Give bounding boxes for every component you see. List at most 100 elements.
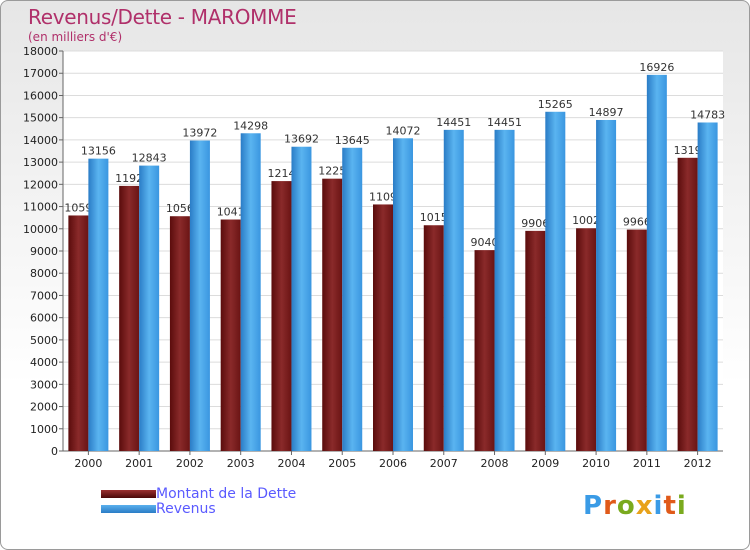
logo-letter: i <box>653 491 664 521</box>
bar-revenus <box>88 158 109 451</box>
bar-revenus <box>342 147 363 451</box>
y-tick-label: 5000 <box>30 334 58 347</box>
data-label-dette: 1056 <box>166 202 194 215</box>
bar-revenus <box>494 129 515 451</box>
logo-letter: t <box>663 491 677 521</box>
x-tick-label: 2012 <box>684 457 712 470</box>
logo-letter: i <box>676 491 687 521</box>
chart-title: Revenus/Dette - MAROMME <box>28 5 297 29</box>
bar-revenus <box>139 165 160 451</box>
bar-dette <box>220 219 241 451</box>
bar-dette <box>423 225 444 451</box>
bar-dette <box>169 216 190 451</box>
data-label-dette: 9906 <box>521 217 549 230</box>
y-tick-label: 11000 <box>23 201 58 214</box>
x-tick-label: 2000 <box>74 457 102 470</box>
data-label-dette: 1041 <box>217 206 245 219</box>
y-tick-label: 12000 <box>23 178 58 191</box>
bar-dette <box>626 229 647 451</box>
bar-revenus <box>189 140 210 451</box>
y-tick-label: 2000 <box>30 401 58 414</box>
legend-swatch-revenus <box>101 505 156 513</box>
bar-dette <box>373 204 393 451</box>
data-label-dette: 1319 <box>674 144 702 157</box>
y-tick-label: 6000 <box>30 312 58 325</box>
y-tick-label: 10000 <box>23 223 58 236</box>
y-tick-label: 9000 <box>30 245 58 258</box>
bar-revenus <box>291 146 312 451</box>
x-tick-label: 2011 <box>633 457 661 470</box>
bar-revenus <box>240 133 261 451</box>
bar-revenus <box>646 74 667 451</box>
y-tick-label: 13000 <box>23 156 58 169</box>
x-tick-label: 2004 <box>277 457 305 470</box>
data-label-revenus: 13972 <box>182 127 217 140</box>
data-label-revenus: 15265 <box>538 98 573 111</box>
data-label-revenus: 14451 <box>436 116 471 129</box>
bar-dette <box>119 185 140 451</box>
data-label-revenus: 14298 <box>233 119 268 132</box>
chart-subtitle: (en milliers d'€) <box>28 30 123 44</box>
data-label-revenus: 16926 <box>639 61 674 74</box>
data-label-dette: 1214 <box>267 167 295 180</box>
data-label-revenus: 12843 <box>132 152 167 165</box>
legend-label-revenus: Revenus <box>156 501 216 517</box>
x-tick-label: 2008 <box>481 457 509 470</box>
data-label-dette: 1225 <box>318 165 346 178</box>
bar-revenus <box>393 138 413 452</box>
x-tick-label: 2002 <box>176 457 204 470</box>
y-tick-label: 1000 <box>30 423 58 436</box>
x-tick-label: 2005 <box>328 457 356 470</box>
bar-dette <box>474 250 495 451</box>
bar-dette <box>322 178 343 451</box>
data-label-revenus: 13156 <box>81 145 116 158</box>
logo-letter: x <box>635 491 654 521</box>
data-label-dette: 1192 <box>115 172 143 185</box>
x-tick-label: 2007 <box>430 457 458 470</box>
logo-letter: P <box>583 491 604 521</box>
y-tick-label: 3000 <box>30 378 58 391</box>
y-tick-label: 18000 <box>23 45 58 58</box>
x-tick-label: 2010 <box>582 457 610 470</box>
data-label-dette: 1059 <box>64 201 92 214</box>
bar-revenus <box>697 122 718 451</box>
data-label-revenus: 14897 <box>589 106 624 119</box>
data-label-revenus: 13645 <box>335 134 370 147</box>
data-label-dette: 1002 <box>572 214 600 227</box>
x-tick-label: 2006 <box>379 457 407 470</box>
data-label-dette: 9966 <box>623 216 651 229</box>
logo-letter: r <box>603 491 617 521</box>
bar-revenus <box>596 119 617 451</box>
proxiti-logo: Proxiti <box>583 491 687 521</box>
y-tick-label: 4000 <box>30 356 58 369</box>
data-label-revenus: 14783 <box>690 108 725 121</box>
legend-swatch-dette <box>101 490 156 498</box>
y-tick-label: 7000 <box>30 289 58 302</box>
logo-letter: o <box>616 491 636 521</box>
x-tick-label: 2009 <box>531 457 559 470</box>
data-label-revenus: 14451 <box>487 116 522 129</box>
bar-dette <box>576 228 597 451</box>
bar-revenus <box>545 111 566 452</box>
y-tick-label: 17000 <box>23 67 58 80</box>
y-tick-label: 8000 <box>30 267 58 280</box>
y-tick-label: 14000 <box>23 134 58 147</box>
y-tick-label: 15000 <box>23 112 58 125</box>
bar-dette <box>677 157 698 452</box>
data-label-dette: 9040 <box>471 236 499 249</box>
data-label-revenus: 13692 <box>284 133 319 146</box>
x-tick-label: 2003 <box>227 457 255 470</box>
bar-dette <box>271 181 292 452</box>
bar-revenus <box>443 129 464 451</box>
y-tick-label: 16000 <box>23 89 58 102</box>
x-tick-label: 2001 <box>125 457 153 470</box>
data-label-revenus: 14072 <box>386 124 421 137</box>
legend-label-dette: Montant de la Dette <box>156 486 297 502</box>
data-label-dette: 1015 <box>420 211 448 224</box>
data-label-dette: 1109 <box>369 190 397 203</box>
y-tick-label: 0 <box>51 445 58 458</box>
bar-dette <box>525 230 546 451</box>
bar-dette <box>68 215 89 451</box>
